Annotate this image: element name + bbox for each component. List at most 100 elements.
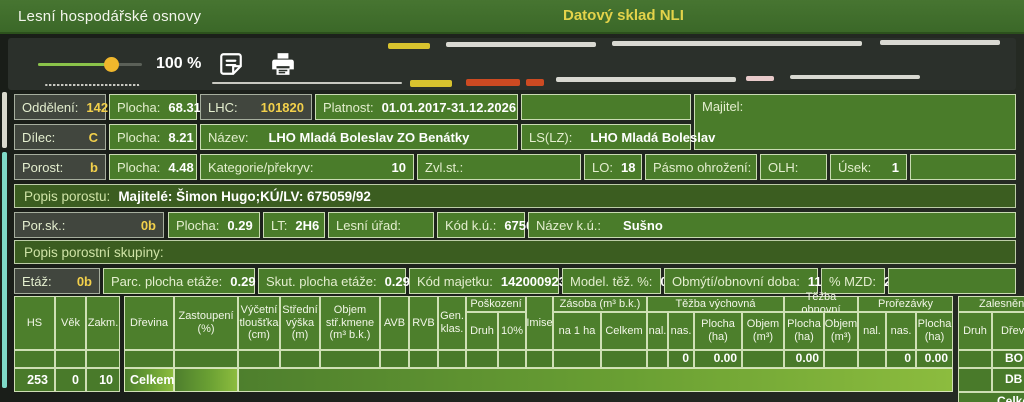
cell-prorezavky-nas: 0 bbox=[886, 350, 916, 368]
table-cell bbox=[280, 350, 320, 368]
blurred-artifact bbox=[526, 79, 544, 86]
scrollbar-thumb[interactable] bbox=[2, 152, 7, 388]
table-data-row: DB bbox=[958, 368, 1024, 392]
field-obmyti: Obmýtí/obnovní doba: 110/20 bbox=[664, 268, 847, 294]
col-header-zastoupeni: Zastoupení (%) bbox=[174, 296, 238, 350]
field-zvlst: Zvl.st.: bbox=[417, 154, 581, 180]
cell-tezba-vychovna-plocha: 0.00 bbox=[694, 350, 742, 368]
col-header-druh: Druh bbox=[958, 312, 992, 350]
app-title: Lesní hospodářské osnovy bbox=[18, 8, 202, 25]
field-value: 4.48 bbox=[168, 159, 194, 175]
field-label: Úsek: bbox=[838, 159, 872, 175]
col-header-avb: AVB bbox=[380, 296, 409, 350]
blurred-artifact bbox=[790, 75, 920, 79]
table-cell bbox=[526, 350, 553, 368]
blurred-artifact bbox=[746, 76, 774, 81]
total-zakm: 10 bbox=[86, 368, 120, 392]
field-plocha-oddeleni: Plocha: 68.31 bbox=[109, 94, 201, 120]
page-title: Datový sklad NLI bbox=[563, 7, 684, 24]
table-cell bbox=[958, 350, 992, 368]
table-cell bbox=[553, 350, 601, 368]
field-label: % MZD: bbox=[829, 273, 876, 289]
field-label: Zvl.st.: bbox=[425, 159, 464, 175]
field-parc-plocha: Parc. plocha etáže: 0.29 bbox=[103, 268, 256, 294]
col-header-zakm: Zakm. bbox=[86, 296, 120, 350]
field-majitel: Majitel: bbox=[694, 94, 1016, 150]
scrollbar-segment[interactable] bbox=[2, 92, 7, 148]
table-cell bbox=[466, 350, 498, 368]
col-header-nal: nal. bbox=[647, 312, 668, 350]
col-header-na1ha: na 1 ha bbox=[553, 312, 601, 350]
field-kategorie: Kategorie/překryv: 10 bbox=[200, 154, 414, 180]
table-row bbox=[14, 350, 120, 368]
cell-zalesneni-drevina: BO bbox=[992, 350, 1024, 368]
col-header-plocha-ha: Plocha (ha) bbox=[916, 312, 953, 350]
field-plocha-dilec: Plocha: 8.21 bbox=[109, 124, 197, 150]
popis-skupiny-row: Popis porostní skupiny: bbox=[14, 240, 1016, 264]
blurred-artifact bbox=[410, 80, 452, 87]
field-nazev: Název: LHO Mladá Boleslav ZO Benátky bbox=[200, 124, 518, 150]
field-label: Pásmo ohrožení: bbox=[653, 159, 752, 175]
field-value: 101820 bbox=[260, 99, 304, 115]
zoom-slider-thumb[interactable] bbox=[104, 57, 119, 72]
blurred-artifact bbox=[466, 79, 520, 86]
band-value: Majitelé: Šimon Hugo;KÚ/LV: 675059/92 bbox=[118, 188, 371, 204]
col-header-plocha-ha: Plocha (ha) bbox=[694, 312, 742, 350]
field-etaz[interactable]: Etáž: 0b bbox=[14, 268, 100, 294]
zoom-slider[interactable] bbox=[38, 57, 142, 72]
notes-icon[interactable] bbox=[218, 51, 244, 77]
field-porsk[interactable]: Por.sk.: 0b bbox=[14, 212, 164, 238]
table-left-section: HS Věk Zakm. 253 0 10 bbox=[14, 296, 120, 392]
table-footer-row: Celkem bbox=[958, 392, 1024, 402]
col-header-nas: nas. bbox=[668, 312, 694, 350]
field-label: LT: bbox=[271, 217, 288, 233]
table-cell bbox=[824, 350, 858, 368]
table-cell bbox=[174, 350, 238, 368]
col-header-gen-klas: Gen. klas. bbox=[438, 296, 466, 350]
field-label: Lesní úřad: bbox=[336, 217, 402, 233]
field-porost[interactable]: Porost: b bbox=[14, 154, 106, 180]
field-label: LO: bbox=[592, 159, 613, 175]
field-label: Por.sk.: bbox=[22, 217, 66, 233]
field-plocha-porost: Plocha: 4.48 bbox=[109, 154, 197, 180]
field-value: LHO Mladá Boleslav ZO Benátky bbox=[268, 129, 470, 145]
col-header-nas: nas. bbox=[886, 312, 916, 350]
field-label: Skut. plocha etáže: bbox=[266, 273, 377, 289]
table-data-row: 0 0.00 0.00 0 0.00 bbox=[124, 350, 953, 368]
field-value: 2H6 bbox=[295, 217, 320, 233]
toolbar: 100 % bbox=[8, 38, 1016, 90]
field-label: Název: bbox=[208, 129, 249, 145]
blurred-artifact bbox=[388, 43, 430, 49]
field-label: Plocha: bbox=[117, 99, 161, 115]
group-tezba-obnovni: Těžba obnovní Plocha (ha) Objem (m³) bbox=[784, 291, 858, 350]
blurred-artifact bbox=[880, 40, 1000, 45]
group-header-prorezavky: Prořezávky bbox=[858, 296, 953, 312]
blurred-artifact bbox=[45, 84, 140, 86]
field-plocha-porsk: Plocha: 0.29 bbox=[168, 212, 260, 238]
table-cell bbox=[320, 350, 380, 368]
popis-porostu-row: Popis porostu: Majitelé: Šimon Hugo;KÚ/L… bbox=[14, 184, 1016, 208]
total-hs: 253 bbox=[14, 368, 55, 392]
col-header-stredni: Střední výška (m) bbox=[280, 296, 320, 350]
field-empty bbox=[910, 154, 1016, 180]
table-cell bbox=[174, 368, 238, 392]
field-value: LHO Mladá Boleslav bbox=[590, 129, 716, 145]
table-cell bbox=[409, 350, 438, 368]
field-oddeleni[interactable]: Oddělení: 142 bbox=[14, 94, 108, 120]
field-pasmo-ohrozeni: Pásmo ohrožení: D bbox=[645, 154, 769, 180]
table-cell bbox=[958, 368, 992, 392]
col-header-drevina: Dřevina bbox=[124, 296, 174, 350]
field-dilec[interactable]: Dílec: C bbox=[14, 124, 106, 150]
table-zalesneni-section: Zalesnění Druh Dřevina BO DB Celkem bbox=[958, 296, 1024, 402]
printer-icon[interactable] bbox=[270, 51, 296, 77]
table-cell bbox=[14, 350, 55, 368]
field-lhc[interactable]: LHC: 101820 bbox=[200, 94, 312, 120]
field-value: b bbox=[90, 159, 98, 175]
col-header-nal: nal. bbox=[858, 312, 886, 350]
col-header-hs: HS bbox=[14, 296, 55, 350]
field-empty bbox=[521, 94, 691, 120]
field-platnost: Platnost: 01.01.2017-31.12.2026 bbox=[315, 94, 518, 120]
table-cell bbox=[380, 350, 409, 368]
col-header-vycetni: Výčetní tloušťka (cm) bbox=[238, 296, 280, 350]
group-poskozeni: Poškození Druh 10% bbox=[466, 296, 526, 350]
